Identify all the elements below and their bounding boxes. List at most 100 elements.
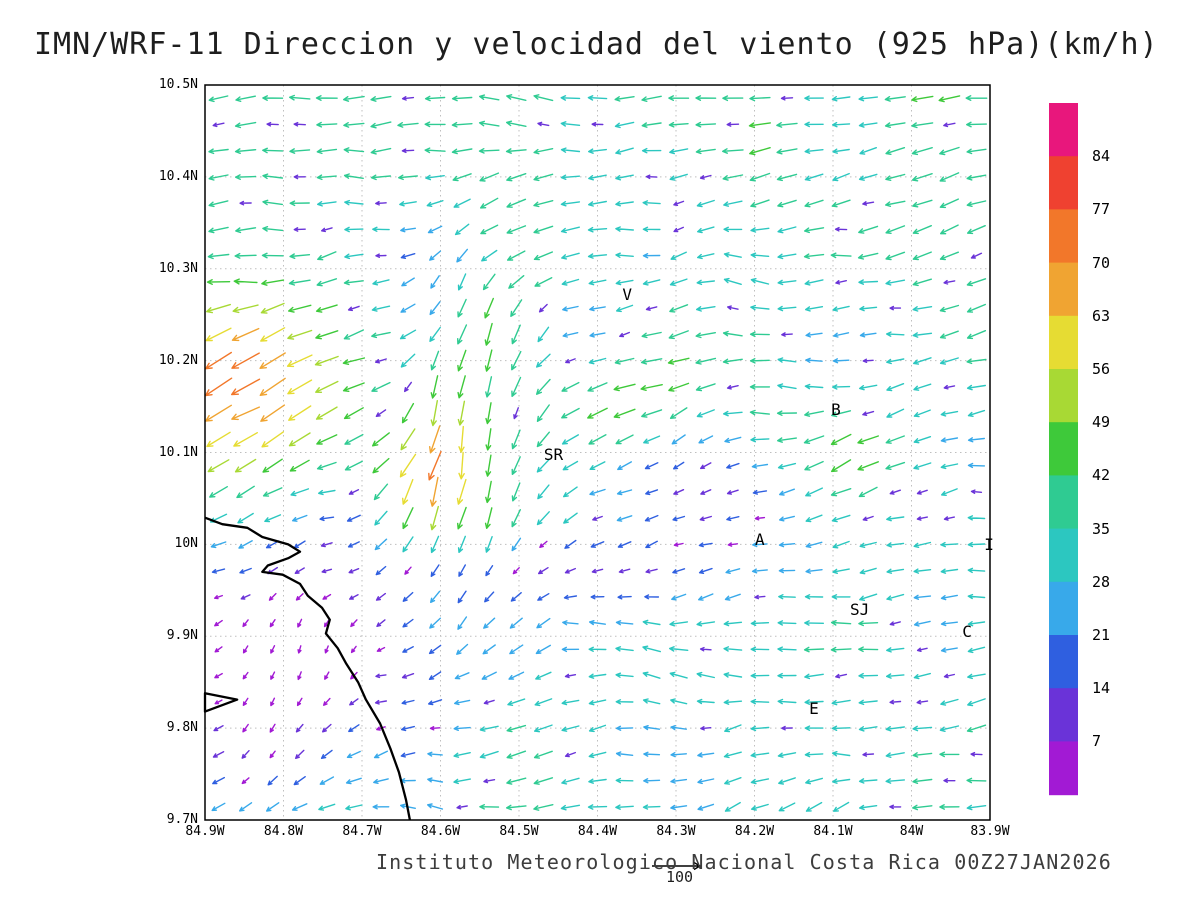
wind-arrow [348,489,360,495]
wind-arrow [668,95,690,101]
wind-arrow [242,697,249,706]
wind-arrow [804,673,824,680]
colorbar-segment [1049,581,1078,636]
wind-arrow [429,326,441,342]
wind-arrow [294,567,305,574]
wind-arrow [587,95,608,101]
wind-arrow [375,592,386,601]
wind-arrow [429,425,441,454]
colorbar-label: 42 [1092,466,1111,485]
wind-arrow [615,147,634,155]
wind-arrow [670,725,687,731]
wind-arrow [242,645,249,654]
y-tick-label: 10.5N [158,77,198,92]
wind-arrow [777,462,797,470]
wind-arrow [912,725,933,732]
wind-arrow [615,672,634,678]
wind-arrow [288,432,311,447]
wind-arrow [347,305,360,312]
wind-arrow [483,778,496,784]
wind-arrow [241,750,250,759]
wind-arrow [482,273,496,291]
wind-arrow [805,487,823,497]
wind-arrow [672,568,686,574]
wind-arrow [295,749,305,759]
wind-arrow [457,273,467,291]
wind-arrow [697,752,715,758]
wind-arrow [911,95,934,103]
wind-arrow [589,620,606,626]
wind-arrow [722,148,744,154]
wind-arrow [289,148,311,154]
wind-arrow [427,803,444,810]
wind-arrow [777,752,797,758]
wind-arrow [214,672,223,679]
x-tick-label: 84.3W [656,824,696,839]
wind-arrow [781,332,793,337]
wind-arrow [370,121,392,129]
wind-arrow [211,568,226,574]
wind-arrow [561,699,580,706]
wind-arrow [832,358,850,364]
colorbar-label: 7 [1092,732,1102,751]
wind-arrow [483,699,495,705]
wind-arrow [589,332,606,338]
wind-arrow [588,148,607,154]
wind-arrow [912,278,932,287]
wind-arrow [315,95,338,101]
wind-arrow [699,646,712,652]
y-tick-label: 9.9N [166,628,198,644]
wind-arrow [589,461,606,470]
wind-arrow [484,349,493,372]
wind-arrow [296,697,303,707]
wind-arrow [322,723,332,733]
wind-arrow [966,804,987,811]
wind-arrow [967,515,986,521]
wind-arrow [350,619,358,628]
wind-arrow [288,405,312,421]
wind-arrow [292,514,308,522]
wind-arrow [804,460,824,471]
wind-arrow [885,461,906,470]
wind-arrow [723,410,743,417]
wind-arrow [374,699,387,705]
wind-arrow [777,383,797,390]
wind-arrow [645,540,658,549]
wind-arrow [429,617,441,629]
wind-arrow [316,121,338,128]
wind-arrow [913,568,932,574]
wind-arrow [211,802,226,812]
wind-arrow [940,647,958,653]
wind-arrow [561,407,580,419]
wind-arrow [344,433,364,445]
wind-arrow [456,643,469,655]
wind-arrow [803,435,825,444]
wind-arrow [375,673,387,679]
wind-arrow [723,252,742,258]
wind-arrow [697,226,715,234]
wind-arrow [316,174,337,181]
wind-arrow [616,304,634,313]
wind-arrow [830,252,852,259]
wind-arrow [428,699,443,706]
wind-arrow [315,304,338,313]
wind-arrow [563,594,578,600]
wind-arrow [375,358,387,364]
wind-arrow [316,434,338,445]
wind-arrow [668,330,689,340]
wind-arrow [317,251,337,261]
wind-arrow [832,305,850,312]
wind-arrow [804,699,824,705]
wind-arrow [642,671,661,679]
wind-arrow [967,621,986,627]
wind-arrow [831,514,851,523]
wind-arrow [535,644,551,655]
wind-arrow [457,590,467,604]
wind-arrow [376,646,386,652]
wind-arrow [232,304,259,314]
wind-arrow [965,95,988,101]
wind-arrow [857,461,879,471]
wind-arrow [750,752,770,758]
wind-arrow [615,434,634,445]
wind-arrow [885,435,905,444]
